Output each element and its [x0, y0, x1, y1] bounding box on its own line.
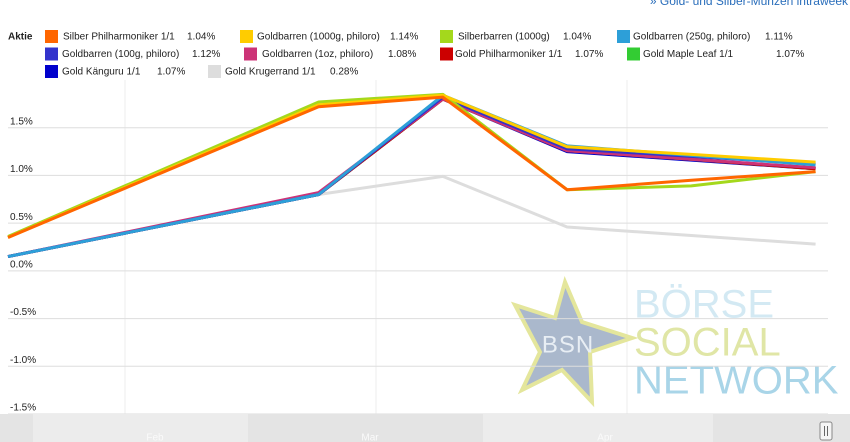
navigator-label: Mar [361, 433, 379, 442]
y-tick-label: 1.0% [10, 164, 33, 175]
series-line [7, 97, 816, 259]
legend-swatch [45, 30, 58, 43]
navigator-band [33, 414, 248, 442]
y-tick-label: -1.5% [10, 403, 36, 414]
y-tick-label: 0.0% [10, 259, 33, 270]
y-tick-label: 1.5% [10, 116, 33, 127]
legend-value: 1.04% [563, 32, 591, 43]
legend-value: 1.12% [192, 49, 220, 60]
y-tick-label: 0.5% [10, 212, 33, 223]
legend-value: 0.28% [330, 67, 358, 78]
more-link[interactable]: » Gold- und Silber-Münzen intraweek [650, 0, 849, 8]
legend-label: Silber Philharmoniker 1/1 [63, 32, 175, 43]
watermark-star [510, 275, 639, 408]
legend-label: Gold Krugerrand 1/1 [225, 67, 316, 78]
legend-label: Gold Maple Leaf 1/1 [643, 49, 733, 60]
legend-label: Goldbarren (1oz, philoro) [262, 49, 373, 60]
legend-swatch [627, 47, 640, 61]
legend-swatch [440, 30, 453, 43]
legend-swatch [244, 47, 257, 61]
legend-label: Gold Philharmoniker 1/1 [455, 49, 563, 60]
y-tick-label: -1.0% [10, 355, 36, 366]
legend-swatch [440, 47, 453, 61]
legend-swatch [240, 30, 253, 43]
y-tick-label: -0.5% [10, 307, 36, 318]
scroll-handle[interactable] [819, 421, 833, 441]
legend-value: 1.07% [575, 49, 603, 60]
plot-area [8, 80, 828, 414]
legend-value: 1.08% [388, 49, 416, 60]
watermark-badge: BSN [542, 331, 594, 358]
legend-swatch [45, 65, 58, 78]
legend-value: 1.07% [157, 67, 185, 78]
legend-swatch [208, 65, 221, 78]
navigator-label: Feb [146, 433, 164, 442]
legend-label: Goldbarren (1000g, philoro) [257, 32, 380, 43]
legend-value: 1.11% [765, 32, 793, 43]
legend-label: Silberbarren (1000g) [458, 32, 550, 43]
legend-label: Goldbarren (100g, philoro) [62, 49, 179, 60]
legend-value: 1.14% [390, 32, 418, 43]
legend-value: 1.04% [187, 32, 215, 43]
watermark-line: SOCIAL [634, 321, 781, 365]
navigator-band [483, 414, 713, 442]
legend-label: Gold Känguru 1/1 [62, 67, 141, 78]
series-line [7, 95, 816, 239]
navigator-label: Apr [597, 433, 613, 442]
vertical-grid [124, 80, 628, 414]
watermark-line: BÖRSE [634, 283, 774, 327]
watermark-line: NETWORK [634, 359, 839, 403]
legend-swatch [617, 30, 630, 43]
legend-value: 1.07% [776, 49, 804, 60]
legend-swatch [45, 47, 58, 61]
legend-title: Aktie [8, 32, 33, 43]
legend-label: Goldbarren (250g, philoro) [633, 32, 750, 43]
